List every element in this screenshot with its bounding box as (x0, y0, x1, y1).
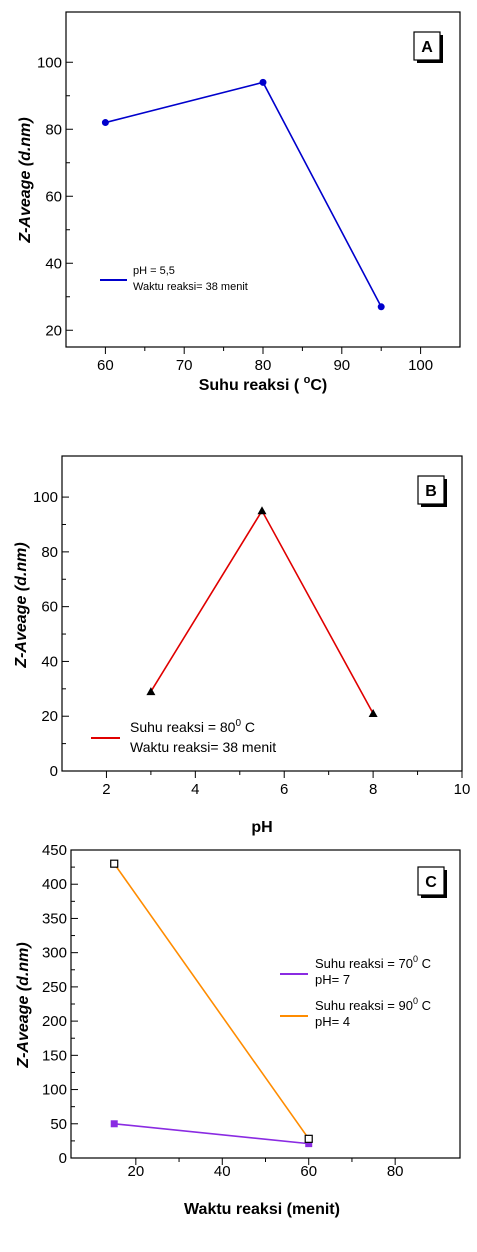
legend-label-line2: Waktu reaksi= 38 menit (133, 281, 248, 293)
x-tick-label: 8 (369, 781, 377, 798)
x-tick-label: 80 (255, 357, 272, 374)
panel-label: A (421, 39, 433, 56)
x-axis-title-main: Waktu reaksi (menit) (184, 1201, 340, 1218)
legend-label: Suhu reaksi = 800 C (130, 718, 255, 735)
y-tick-label: 0 (50, 763, 58, 780)
y-tick-label: 40 (41, 653, 58, 670)
series-line (114, 1122, 309, 1145)
x-tick-label: 10 (454, 781, 471, 798)
y-axis-title: Z-Aveage (d.nm) (13, 542, 30, 668)
x-tick-label: 2 (102, 781, 110, 798)
y-axis-title: Z-Aveage (d.nm) (15, 942, 32, 1068)
y-tick-label: 250 (42, 979, 67, 996)
series-line (150, 509, 374, 714)
plot-frame (65, 11, 461, 348)
y-tick-label: 60 (41, 599, 58, 616)
data-point (377, 303, 385, 311)
y-axis-title: Z-Aveage (d.nm) (17, 117, 34, 243)
y-tick-label: 200 (42, 1013, 67, 1030)
y-tick-label: 0 (59, 1150, 67, 1167)
data-point (110, 859, 119, 868)
plot-frame (61, 455, 463, 772)
y-tick-label: 60 (45, 188, 62, 205)
panel-c: 0 50 100 150 200 250 300 350 400 450 20 40 60 80 Z-Ave… (15, 842, 461, 1218)
y-tick-label: 300 (42, 945, 67, 962)
y-tick-label: 40 (45, 255, 62, 272)
data-point (259, 78, 267, 86)
panel-label-box (413, 31, 441, 61)
y-tick-label: 150 (42, 1047, 67, 1064)
y-tick-label: 100 (42, 1082, 67, 1099)
data-point (257, 506, 267, 515)
data-point (305, 1140, 313, 1148)
legend-label-line2: pH= 4 (315, 1014, 350, 1029)
x-axis-title: Waktu reaksi (menit) (184, 1201, 340, 1218)
x-axis-title-main: Suhu reaksi ( (199, 377, 304, 394)
x-axis-title-main: pH (251, 819, 272, 836)
legend-label: Suhu reaksi = 900 C (315, 996, 431, 1013)
data-point (146, 687, 156, 696)
legend-label: Suhu reaksi = 700 C (315, 954, 431, 971)
x-tick-label: 40 (214, 1163, 231, 1180)
panel-a: 20 40 60 80 100 60 70 80 90 100 Z-Aveage (d.nm) Suh… (17, 11, 461, 394)
x-tick-label: 4 (191, 781, 199, 798)
x-tick-label: 90 (333, 357, 350, 374)
y-tick-label: 20 (45, 322, 62, 339)
y-tick-label: 450 (42, 842, 67, 859)
data-point (110, 1120, 118, 1128)
x-tick-label: 60 (300, 1163, 317, 1180)
data-point (304, 1134, 313, 1143)
legend-label: pH = 5,5 (133, 265, 175, 277)
legend-label-line2: pH= 7 (315, 972, 350, 987)
x-axis-title: pH (251, 819, 272, 836)
x-tick-label: 6 (280, 781, 288, 798)
x-axis-title: Suhu reaksi ( oC) (199, 374, 328, 394)
y-tick-label: 100 (33, 489, 58, 506)
x-tick-label: 100 (408, 357, 433, 374)
data-point (368, 708, 378, 717)
y-tick-label: 20 (41, 708, 58, 725)
x-tick-label: 20 (127, 1163, 144, 1180)
x-tick-label: 80 (387, 1163, 404, 1180)
x-tick-label: 70 (176, 357, 193, 374)
x-tick-label: 60 (97, 357, 114, 374)
data-point (101, 119, 109, 127)
legend-label-line2: Waktu reaksi= 38 menit (130, 739, 276, 755)
y-tick-label: 80 (45, 121, 62, 138)
y-tick-label: 400 (42, 876, 67, 893)
panel-label: C (425, 874, 437, 891)
panel-b: 0 20 40 60 80 100 2 4 6 8 10 Z-Aveage (d.nm) pH B Suhu… (13, 455, 471, 836)
panel-label: B (425, 483, 437, 500)
x-axis-title-degree: o (304, 374, 311, 386)
panel-label-box (417, 866, 445, 896)
panel-label-box (417, 475, 445, 505)
y-tick-label: 350 (42, 910, 67, 927)
x-axis-title-unit: C) (310, 377, 327, 394)
series-line (113, 863, 310, 1140)
y-tick-label: 80 (41, 544, 58, 561)
y-tick-label: 100 (37, 54, 62, 71)
y-tick-label: 50 (50, 1116, 67, 1133)
